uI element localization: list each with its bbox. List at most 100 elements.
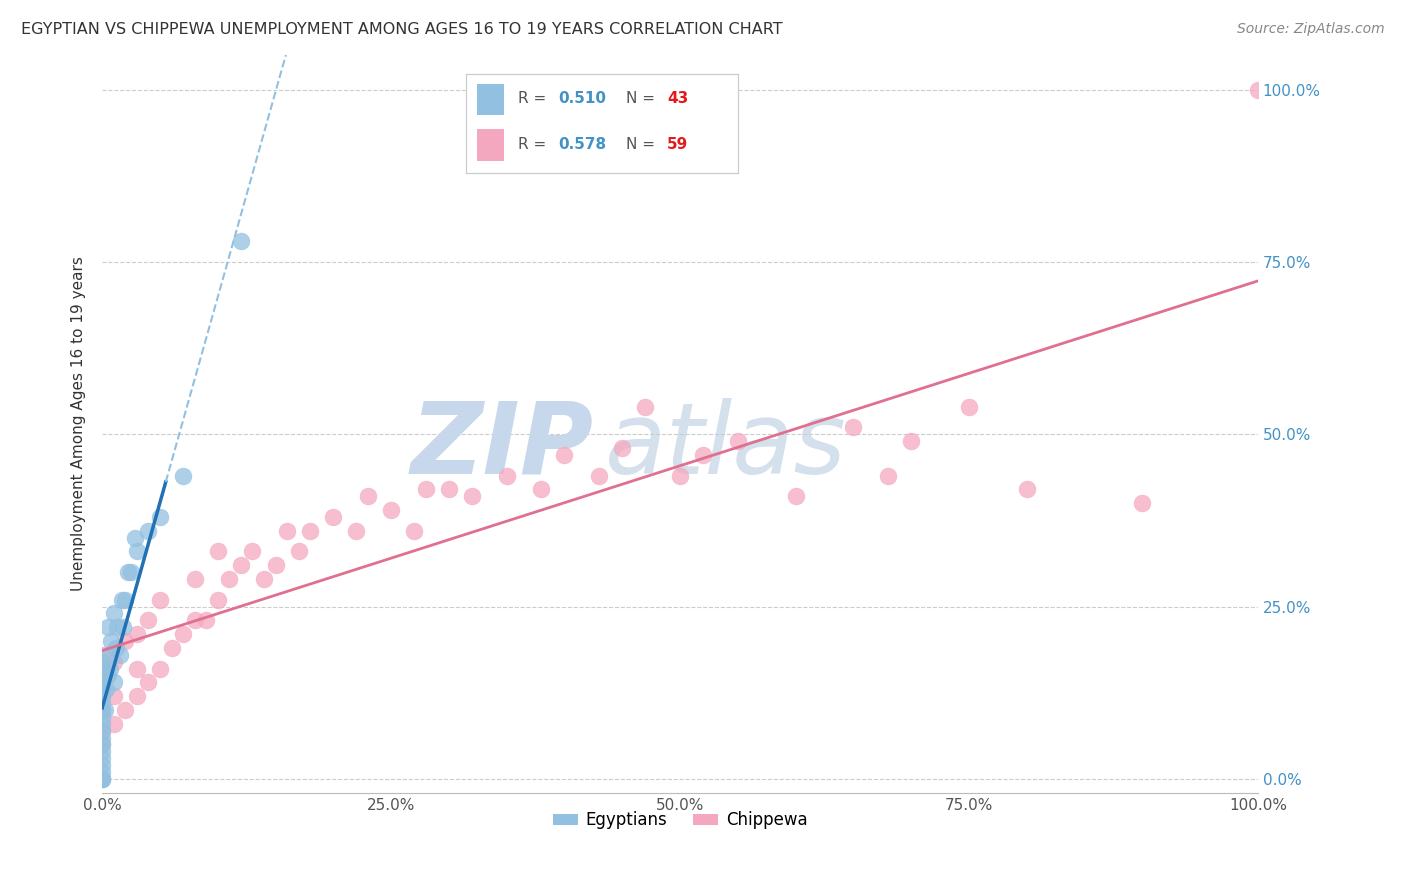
Point [253, 572, 276, 586]
Point [612, 441, 634, 455]
Point [900, 434, 922, 449]
Point [229, 234, 252, 248]
Legend: Egyptians, Chippewa: Egyptians, Chippewa [546, 805, 814, 836]
Point [103, 675, 125, 690]
Point [276, 524, 298, 538]
Point [91, 710, 114, 724]
Point [98, 662, 121, 676]
Point [114, 703, 136, 717]
Point [91, 723, 114, 738]
Point [195, 613, 218, 627]
Point [1247, 82, 1270, 96]
Point [183, 572, 205, 586]
Point [97, 620, 120, 634]
Point [91, 682, 114, 697]
Point [692, 448, 714, 462]
Point [94, 682, 117, 697]
Point [105, 640, 128, 655]
Point [172, 627, 194, 641]
Point [93, 703, 115, 717]
Point [91, 738, 114, 752]
Point [91, 648, 114, 662]
Point [957, 400, 980, 414]
Point [588, 468, 610, 483]
Point [91, 696, 114, 710]
Point [530, 483, 553, 497]
Point [149, 592, 172, 607]
Point [117, 565, 139, 579]
Point [877, 468, 900, 483]
Point [91, 662, 114, 676]
Point [125, 544, 148, 558]
Point [91, 731, 114, 745]
Point [125, 689, 148, 703]
Text: ZIP: ZIP [411, 398, 593, 494]
Point [91, 758, 114, 772]
Point [172, 468, 194, 483]
Point [91, 655, 114, 669]
Point [91, 738, 114, 752]
Point [322, 510, 344, 524]
Point [91, 668, 114, 682]
Point [138, 675, 160, 690]
Point [183, 613, 205, 627]
Point [114, 592, 136, 607]
Point [108, 648, 131, 662]
Point [149, 662, 172, 676]
Point [634, 400, 657, 414]
Point [242, 544, 264, 558]
Point [91, 751, 114, 765]
Point [91, 723, 114, 738]
Point [91, 689, 114, 703]
Point [103, 607, 125, 621]
Point [124, 531, 146, 545]
Point [842, 420, 865, 434]
Point [437, 483, 460, 497]
Point [207, 544, 229, 558]
Point [91, 772, 114, 786]
Point [229, 558, 252, 573]
Point [669, 468, 692, 483]
Point [207, 592, 229, 607]
Point [91, 703, 114, 717]
Point [1130, 496, 1153, 510]
Point [264, 558, 287, 573]
Point [404, 524, 426, 538]
Point [91, 703, 114, 717]
Point [299, 524, 322, 538]
Text: Source: ZipAtlas.com: Source: ZipAtlas.com [1237, 22, 1385, 37]
Text: EGYPTIAN VS CHIPPEWA UNEMPLOYMENT AMONG AGES 16 TO 19 YEARS CORRELATION CHART: EGYPTIAN VS CHIPPEWA UNEMPLOYMENT AMONG … [21, 22, 783, 37]
Point [138, 524, 160, 538]
Point [357, 489, 380, 503]
Point [495, 468, 517, 483]
Point [97, 668, 120, 682]
Point [125, 627, 148, 641]
Point [91, 764, 114, 779]
Point [97, 648, 120, 662]
Point [114, 634, 136, 648]
Point [380, 503, 402, 517]
Point [287, 544, 309, 558]
Point [415, 483, 437, 497]
Text: atlas: atlas [605, 398, 846, 494]
Point [125, 662, 148, 676]
Point [91, 772, 114, 786]
Point [160, 640, 183, 655]
Point [785, 489, 807, 503]
Point [91, 675, 114, 690]
Point [111, 592, 134, 607]
Point [105, 620, 128, 634]
Point [727, 434, 749, 449]
Point [91, 716, 114, 731]
Point [91, 744, 114, 758]
Point [103, 689, 125, 703]
Point [553, 448, 575, 462]
Point [103, 655, 125, 669]
Point [91, 662, 114, 676]
Point [346, 524, 368, 538]
Point [100, 634, 122, 648]
Point [103, 716, 125, 731]
Point [91, 675, 114, 690]
Point [218, 572, 240, 586]
Point [138, 613, 160, 627]
